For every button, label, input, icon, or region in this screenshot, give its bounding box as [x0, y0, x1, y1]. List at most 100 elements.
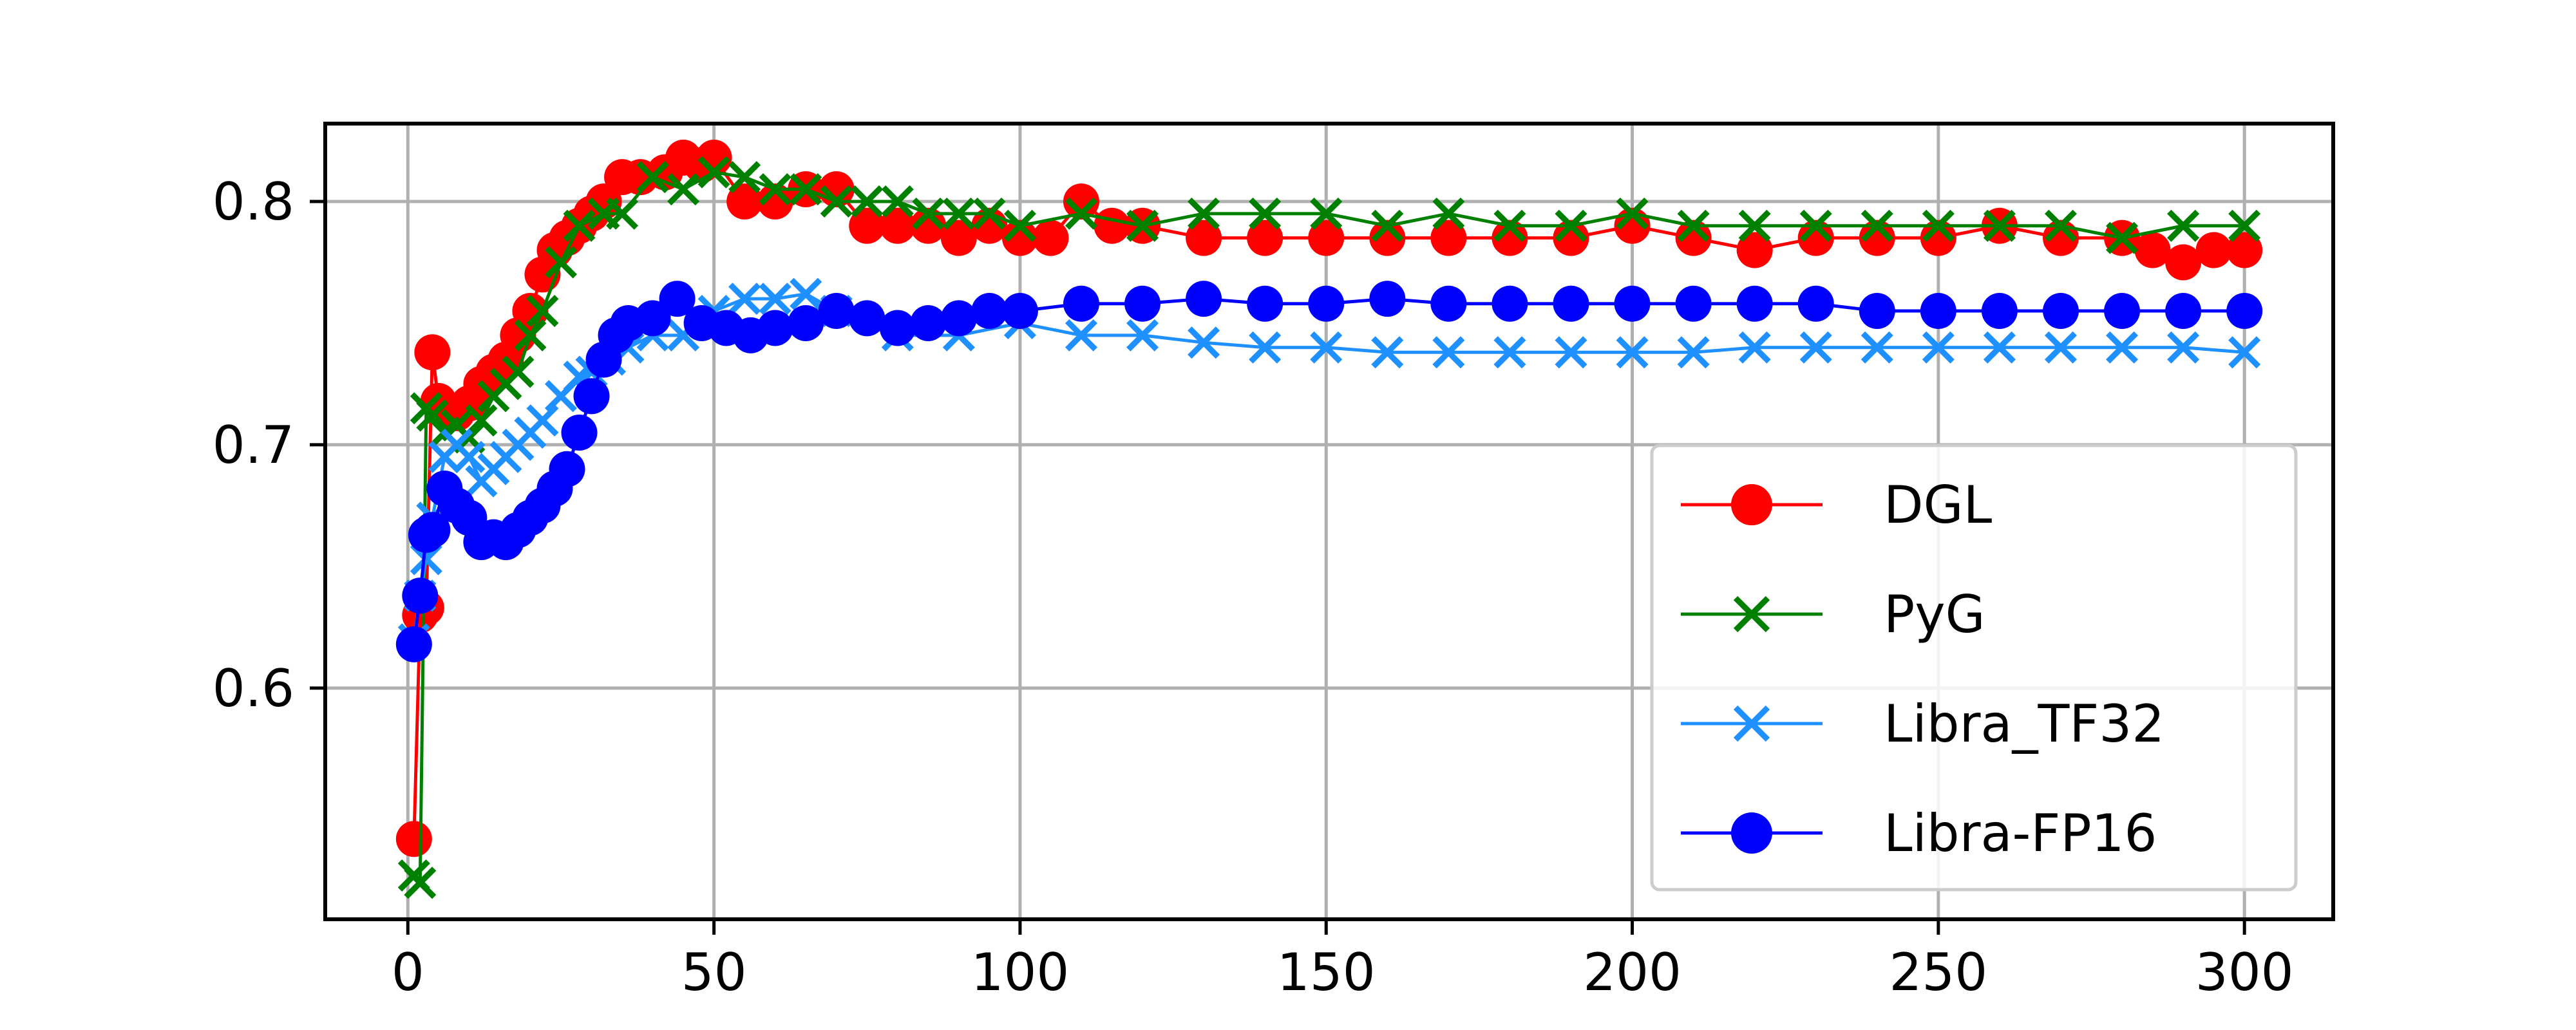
data-point-libra-fp16: [402, 577, 439, 614]
x-tick-label: 50: [681, 942, 747, 1002]
data-point-pyg: [759, 173, 791, 206]
data-point-pyg: [1738, 209, 1771, 242]
axis-ticks: 0 50 100 150 200 250 300 0.6 0.7 0.8: [213, 172, 2294, 1002]
data-point-pyg: [1432, 197, 1465, 230]
data-point-libra-fp16: [879, 310, 916, 346]
data-point-pyg: [2044, 209, 2078, 242]
data-point-pyg: [728, 161, 761, 194]
data-point-dgl: [1247, 220, 1283, 256]
data-point-pyg: [1922, 209, 1955, 242]
data-point-libra-fp16: [757, 310, 793, 346]
data-point-dgl: [2226, 232, 2263, 268]
data-point-libra-fp16: [1797, 285, 1834, 322]
data-point-libra-fp16: [849, 300, 886, 337]
data-point-dgl: [1063, 183, 1100, 220]
data-point-pyg: [636, 161, 669, 194]
data-point-pyg: [465, 404, 498, 437]
data-point-pyg: [1616, 197, 1649, 230]
data-point-pyg: [1493, 209, 1526, 242]
data-point-dgl: [395, 821, 432, 857]
legend-item-pyg: PyG: [1681, 585, 1985, 644]
data-point-dgl: [1859, 220, 1895, 256]
data-point-libra-fp16: [2042, 293, 2079, 330]
data-point-dgl: [1369, 220, 1406, 256]
data-point-dgl: [414, 334, 451, 371]
legend-marker-dgl: [1731, 484, 1772, 525]
data-point-pyg: [416, 399, 449, 432]
data-point-dgl: [2134, 232, 2171, 268]
data-point-pyg: [912, 197, 945, 230]
legend-item-libra-tf32: Libra_TF32: [1681, 694, 2164, 754]
data-point-libra-tf32: [1861, 331, 1893, 364]
x-tick-label: 250: [1889, 942, 1988, 1002]
data-point-pyg: [502, 355, 535, 388]
data-point-libra-fp16: [971, 293, 1008, 330]
data-point-libra-fp16: [1063, 285, 1100, 322]
legend-label-pyg: PyG: [1884, 585, 1985, 644]
data-point-libra-tf32: [453, 440, 486, 473]
series-libra-fp16: [395, 281, 2263, 662]
data-point-libra-tf32: [526, 404, 559, 437]
data-point-pyg: [1003, 209, 1036, 242]
data-point-libra-fp16: [1492, 285, 1528, 322]
data-point-dgl: [726, 183, 763, 220]
data-point-libra-tf32: [1922, 331, 1955, 364]
legend-box: [1650, 444, 2298, 892]
data-point-pyg: [2167, 209, 2200, 242]
data-point-libra-tf32: [728, 283, 761, 315]
data-point-pyg: [2228, 209, 2261, 242]
x-tick-label: 0: [392, 942, 424, 1002]
x-tick-label: 200: [1583, 942, 1681, 1002]
data-point-pyg: [790, 173, 822, 206]
data-point-dgl: [1430, 220, 1467, 256]
data-point-pyg: [820, 185, 853, 218]
data-point-libra-fp16: [1859, 293, 1895, 330]
data-point-dgl: [1308, 220, 1345, 256]
data-point-pyg: [697, 156, 730, 189]
data-point-libra-tf32: [1371, 336, 1404, 369]
legend-marker-pyg: [1733, 595, 1770, 633]
data-point-libra-tf32: [759, 283, 791, 315]
data-point-libra-tf32: [1249, 331, 1282, 364]
x-tick-label: 300: [2195, 942, 2294, 1002]
data-point-dgl: [910, 207, 947, 244]
data-point-libra-tf32: [1799, 331, 1832, 364]
data-point-pyg: [1249, 197, 1282, 230]
data-point-libra-tf32: [1493, 336, 1526, 369]
data-point-libra-fp16: [788, 304, 824, 341]
data-point-libra-fp16: [1920, 293, 1956, 330]
plot-frame: [323, 122, 2335, 921]
data-point-dgl: [1553, 220, 1589, 256]
data-point-pyg: [544, 246, 578, 279]
data-point-libra-tf32: [2106, 331, 2139, 364]
data-point-pyg: [1677, 209, 1710, 242]
data-point-libra-tf32: [2228, 336, 2261, 369]
legend-marker-libra-tf32: [1733, 705, 1770, 742]
data-point-dgl: [1920, 220, 1956, 256]
data-point-pyg: [1188, 197, 1220, 230]
data-point-dgl: [2165, 244, 2202, 281]
legend-label-libra-fp16: Libra-FP16: [1884, 803, 2157, 863]
data-point-libra-fp16: [1186, 281, 1222, 317]
data-point-libra-tf32: [2044, 331, 2078, 364]
data-point-libra-tf32: [1616, 336, 1649, 369]
data-point-pyg: [881, 185, 914, 218]
data-point-dgl: [1797, 220, 1834, 256]
data-point-libra-fp16: [2104, 293, 2141, 330]
data-point-libra-fp16: [549, 451, 585, 487]
data-point-libra-fp16: [1614, 285, 1651, 322]
data-point-pyg: [563, 209, 596, 242]
x-tick-label: 100: [971, 942, 1070, 1002]
data-point-libra-fp16: [1369, 281, 1406, 317]
series-pyg: [397, 156, 2261, 899]
y-tick-label: 0.6: [213, 659, 294, 718]
data-point-libra-tf32: [1555, 336, 1587, 369]
data-point-pyg: [942, 197, 975, 230]
data-point-libra-fp16: [414, 512, 451, 548]
data-point-libra-fp16: [1981, 293, 2018, 330]
data-point-libra-tf32: [790, 277, 822, 310]
data-point-libra-tf32: [1126, 319, 1159, 351]
legend-item-dgl: DGL: [1681, 475, 1993, 535]
data-point-libra-fp16: [940, 300, 977, 337]
